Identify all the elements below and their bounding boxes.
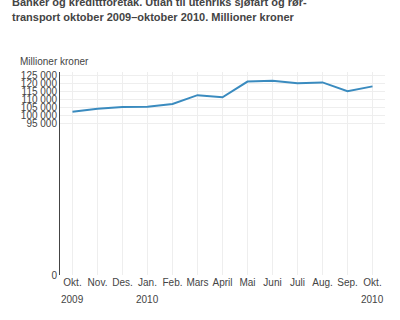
- svg-text:Aug.: Aug.: [312, 277, 333, 288]
- svg-text:95 000: 95 000: [26, 118, 57, 129]
- svg-text:100 000: 100 000: [21, 110, 58, 121]
- svg-text:Okt.: Okt.: [63, 277, 81, 288]
- svg-text:Juli: Juli: [290, 277, 305, 288]
- svg-text:Okt.: Okt.: [363, 277, 381, 288]
- svg-text:Millioner kroner: Millioner kroner: [20, 56, 89, 67]
- svg-text:Feb.: Feb.: [162, 277, 182, 288]
- svg-text:110 000: 110 000: [22, 94, 58, 105]
- svg-text:Mars: Mars: [186, 277, 208, 288]
- svg-text:125 000: 125 000: [21, 70, 58, 81]
- svg-text:Jan.: Jan.: [138, 277, 157, 288]
- svg-text:Sep.: Sep.: [337, 277, 358, 288]
- svg-text:Juni: Juni: [263, 277, 281, 288]
- svg-text:2010: 2010: [136, 294, 159, 305]
- svg-text:0: 0: [51, 270, 57, 281]
- svg-text:2010: 2010: [361, 294, 384, 305]
- svg-text:105 000: 105 000: [21, 102, 58, 113]
- svg-text:Banker og kredittforetak. Utlå: Banker og kredittforetak. Utlån til uten…: [12, 0, 307, 23]
- svg-text:Mai: Mai: [239, 277, 255, 288]
- svg-text:2009: 2009: [61, 294, 84, 305]
- svg-text:April: April: [212, 277, 232, 288]
- svg-text:Des.: Des.: [112, 277, 133, 288]
- svg-text:120 000: 120 000: [21, 78, 58, 89]
- svg-text:115 000: 115 000: [22, 86, 58, 97]
- svg-text:Nov.: Nov.: [88, 277, 108, 288]
